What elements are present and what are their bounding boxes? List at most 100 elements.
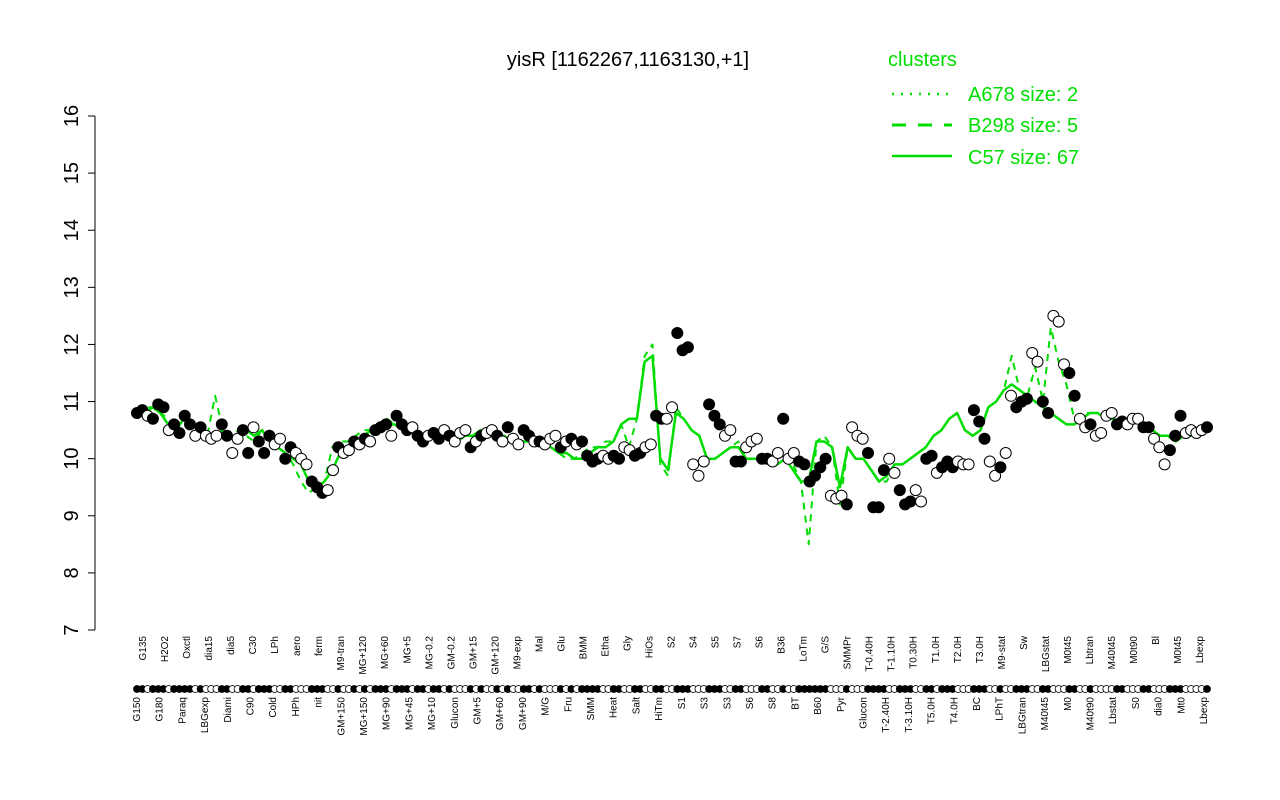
data-point xyxy=(893,484,906,497)
data-point xyxy=(236,424,249,437)
x-tick-label: dia5 xyxy=(226,636,237,655)
data-point xyxy=(501,421,514,434)
data-point xyxy=(390,409,403,422)
x-tick-label: S5 xyxy=(711,636,722,649)
x-tick-label: LoTm xyxy=(799,636,810,662)
x-tick-label: SMM xyxy=(586,697,597,720)
x-tick-label: HPh xyxy=(291,697,302,716)
x-tick-label: MG+120 xyxy=(358,636,369,675)
data-point xyxy=(967,404,980,417)
data-point xyxy=(1105,407,1118,419)
x-tick-label: LBGstat xyxy=(1041,636,1052,672)
data-point xyxy=(777,412,790,425)
x-tick-label: Pyr xyxy=(836,696,847,712)
data-point xyxy=(194,421,207,434)
x-tick-label: T5.0H xyxy=(927,697,938,724)
x-tick-label: GM+60 xyxy=(495,697,506,731)
x-tick-label: M9-exp xyxy=(512,636,523,670)
x-tick-label: Cold xyxy=(268,697,279,718)
data-point xyxy=(300,458,313,471)
x-tick-label: Lbstat xyxy=(1108,697,1119,724)
data-point xyxy=(274,432,286,445)
data-point xyxy=(697,455,710,468)
x-tick-label: MG+90 xyxy=(382,697,393,731)
data-point xyxy=(184,418,196,431)
x-tick-label: Salt xyxy=(631,697,642,714)
data-point xyxy=(364,435,377,448)
data-point xyxy=(1036,395,1049,408)
data-point xyxy=(1163,444,1176,457)
data-point xyxy=(766,455,779,468)
data-point xyxy=(496,435,509,448)
data-point xyxy=(1095,427,1108,439)
x-tick-label: Mt0 xyxy=(1176,697,1187,714)
legend-title: clusters xyxy=(888,49,957,71)
x-tick-label: G/S xyxy=(821,636,832,654)
data-point xyxy=(1174,409,1187,422)
x-tick-label: LPhT xyxy=(995,697,1006,721)
data-point xyxy=(226,447,239,459)
x-tick-label: LBGtran xyxy=(1017,697,1028,734)
x-tick-label: MG+10 xyxy=(427,697,438,731)
x-axis-labels: G135 H2O2 Oxctl dia15 dia5 C30 LPh aero ferm M9-t… xyxy=(132,635,1210,735)
data-point xyxy=(819,452,832,465)
data-point xyxy=(1020,392,1033,405)
data-point xyxy=(576,435,588,448)
x-tick-label: T-2.40H xyxy=(881,697,892,733)
x-tick-label: GM+120 xyxy=(490,636,501,675)
data-point xyxy=(681,341,694,354)
x-tick-label: MG+150 xyxy=(359,697,370,736)
data-point xyxy=(904,495,917,508)
data-point xyxy=(750,432,763,445)
y-tick-label: 16 xyxy=(61,105,83,127)
x-tick-label: S3 xyxy=(700,697,711,710)
x-tick-label: MG+60 xyxy=(380,636,391,670)
x-tick-label: Mal xyxy=(534,636,545,652)
data-point xyxy=(703,398,716,411)
data-point xyxy=(809,469,821,482)
legend-label-c57: C57 size: 67 xyxy=(968,147,1079,169)
x-tick-label: Lbexp xyxy=(1195,636,1206,664)
x-tick-label: H2O2 xyxy=(160,636,171,663)
data-point xyxy=(242,447,255,459)
x-tick-label: Glucon xyxy=(450,697,461,729)
x-tick-label: B60 xyxy=(813,697,824,715)
x-tick-label: dia15 xyxy=(204,636,215,661)
data-point xyxy=(210,429,223,442)
data-point xyxy=(512,438,525,451)
data-point xyxy=(1005,389,1017,402)
data-point xyxy=(1201,421,1213,434)
y-tick-label: 14 xyxy=(61,219,83,241)
x-tick-label: HiTm xyxy=(654,697,665,721)
y-tick-label: 15 xyxy=(61,162,83,184)
y-tick-label: 13 xyxy=(61,276,83,298)
data-point xyxy=(1031,355,1044,368)
x-tick-label: G150 xyxy=(132,697,143,722)
data-point xyxy=(1063,367,1076,379)
data-point xyxy=(814,461,827,474)
data-point xyxy=(877,464,890,477)
x-tick-label: ferm xyxy=(314,636,325,656)
x-tick-label: C30 xyxy=(248,636,259,655)
x-tick-label: GM+150 xyxy=(336,697,347,736)
y-tick-label: 7 xyxy=(61,624,83,635)
data-point xyxy=(671,327,684,339)
data-point xyxy=(994,461,1007,474)
data-point xyxy=(734,455,747,468)
data-point xyxy=(406,421,419,434)
x-tick-label: Sw xyxy=(1019,635,1030,650)
data-point xyxy=(342,444,355,457)
y-tick-label: 9 xyxy=(61,510,83,521)
data-point xyxy=(1068,389,1081,402)
x-tick-label: GM-0.2 xyxy=(446,636,457,670)
x-tick-label: S4 xyxy=(689,636,700,649)
x-tick-label: M0t45 xyxy=(1063,636,1074,664)
data-point xyxy=(862,447,874,459)
x-tick-label: Fru xyxy=(563,697,574,712)
x-tick-label: Paraq xyxy=(177,697,188,724)
data-point xyxy=(666,401,678,414)
data-point xyxy=(221,429,233,442)
data-point xyxy=(692,469,705,482)
data-point xyxy=(888,466,901,479)
data-point xyxy=(157,401,170,414)
